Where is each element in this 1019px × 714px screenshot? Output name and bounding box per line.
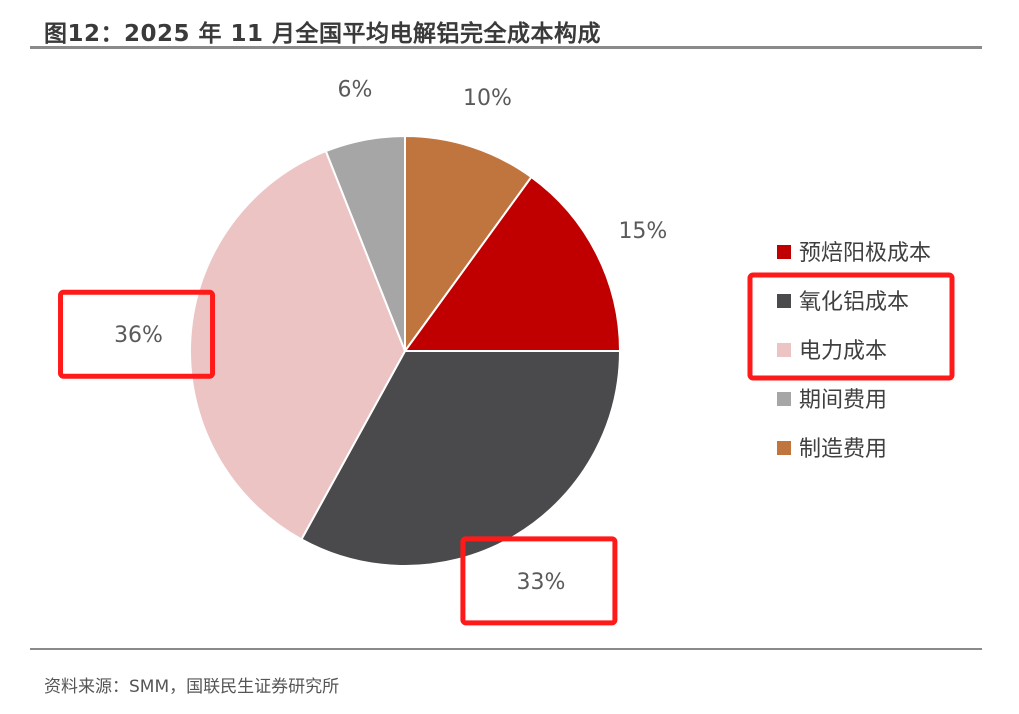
legend-swatch-2 bbox=[777, 343, 791, 357]
legend-label-0: 预焙阳极成本 bbox=[799, 241, 931, 266]
slice-label-2: 36% bbox=[114, 323, 163, 348]
legend-swatch-3 bbox=[777, 392, 791, 406]
pie-slice-2 bbox=[189, 149, 407, 541]
footer-divider bbox=[30, 648, 982, 650]
legend-label-2: 电力成本 bbox=[799, 339, 887, 364]
legend-label-3: 期间费用 bbox=[799, 388, 887, 413]
legend-swatch-1 bbox=[777, 294, 791, 308]
pie-slice-3 bbox=[324, 134, 406, 352]
pie-slice-labels: 10% 15% 33% 36% 6% bbox=[114, 78, 667, 595]
highlight-box-label-0 bbox=[58, 289, 216, 379]
highlight-boxes bbox=[58, 272, 955, 626]
legend-label-4: 制造费用 bbox=[799, 437, 887, 462]
slice-label-3: 6% bbox=[338, 78, 373, 103]
pie-slice-4 bbox=[404, 134, 533, 355]
legend-swatch-0 bbox=[777, 245, 791, 259]
slice-label-1: 33% bbox=[516, 570, 565, 595]
pie-slice-1 bbox=[300, 350, 622, 567]
legend-swatch-4 bbox=[777, 441, 791, 455]
chart-title: 图12：2025 年 11 月全国平均电解铝完全成本构成 bbox=[44, 21, 602, 47]
title-divider bbox=[30, 46, 982, 49]
legend-label-1: 氧化铝成本 bbox=[799, 290, 909, 315]
highlight-box-legend bbox=[747, 272, 955, 381]
highlight-box-label-1 bbox=[460, 536, 618, 626]
slice-label-4: 10% bbox=[463, 86, 512, 111]
pie-slice-0 bbox=[403, 175, 622, 352]
slice-label-0: 15% bbox=[618, 219, 667, 244]
source-note: 资料来源：SMM，国联民生证券研究所 bbox=[44, 677, 340, 697]
pie-slices bbox=[189, 134, 622, 567]
